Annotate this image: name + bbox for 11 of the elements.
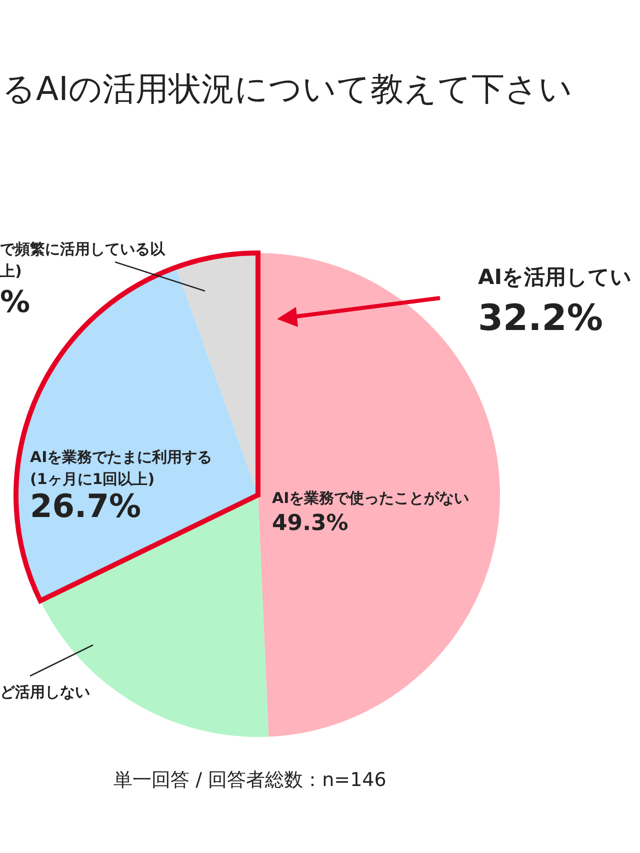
data-label: 26.7% xyxy=(30,487,142,525)
slice-label: AIを業務でたまに利用する (1ヶ月に1回以上) xyxy=(30,448,212,488)
slice-label: で頻繁に活用している以上) xyxy=(0,240,166,280)
text: 32.2% xyxy=(478,298,603,339)
data-label: 49.3% xyxy=(272,511,348,536)
slice-label: ど活用しない xyxy=(0,683,90,701)
chart-title: るAIの活用状況について教えて下さい xyxy=(2,69,572,108)
slice-label: AIを業務で使ったことがない xyxy=(272,489,470,507)
data-label: % xyxy=(0,285,30,320)
text: AIを活用してい xyxy=(478,265,632,289)
text: 単一回答 / 回答者総数：n=146 xyxy=(114,769,386,791)
